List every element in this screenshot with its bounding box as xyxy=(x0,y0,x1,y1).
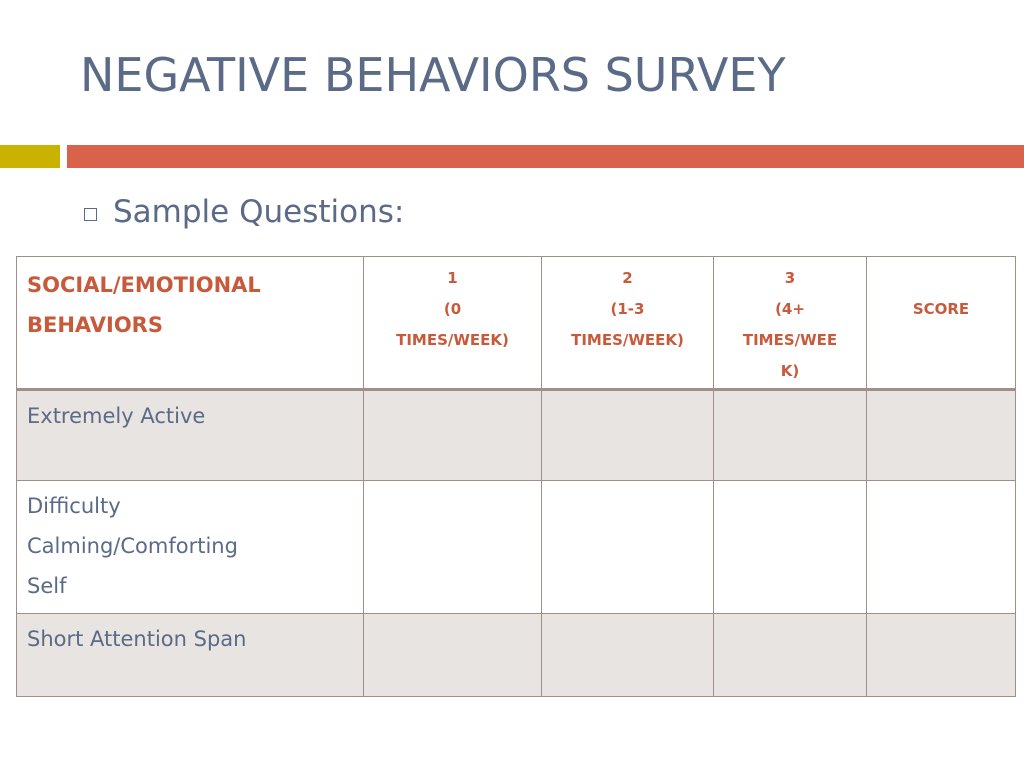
header-col-1: 1 (0 TIMES/WEEK) xyxy=(363,256,542,391)
score-cell-1[interactable] xyxy=(363,389,542,481)
hollow-square-bullet-icon xyxy=(84,207,97,221)
header-col-3-line: K) xyxy=(780,362,800,380)
header-col-2-line: TIMES/WEEK) xyxy=(571,331,684,349)
header-category-line: BEHAVIORS xyxy=(27,313,163,337)
score-cell-3[interactable] xyxy=(713,480,867,614)
score-cell-2[interactable] xyxy=(541,613,714,697)
row-label: Short Attention Span xyxy=(16,613,364,697)
row-label: Extremely Active xyxy=(16,389,364,481)
score-cell-1[interactable] xyxy=(363,613,542,697)
score-cell-2[interactable] xyxy=(541,480,714,614)
table-row: Short Attention Span xyxy=(16,613,1016,697)
score-cell-2[interactable] xyxy=(541,389,714,481)
header-score: SCORE xyxy=(866,256,1016,391)
score-cell-1[interactable] xyxy=(363,480,542,614)
row-label-line: Extremely Active xyxy=(27,404,206,428)
header-col-2-line: 2 xyxy=(622,269,633,287)
header-category-line: SOCIAL/EMOTIONAL xyxy=(27,273,261,297)
header-col-3: 3 (4+ TIMES/WEE K) xyxy=(713,256,867,391)
header-col-2: 2 (1-3 TIMES/WEEK) xyxy=(541,256,714,391)
row-label-line: Short Attention Span xyxy=(27,627,247,651)
header-col-1-line: TIMES/WEEK) xyxy=(396,331,509,349)
table-row: Extremely Active xyxy=(16,389,1016,481)
score-cell-total[interactable] xyxy=(866,480,1016,614)
bullet-text: Sample Questions: xyxy=(113,194,405,230)
survey-table: SOCIAL/EMOTIONAL BEHAVIORS 1 (0 TIMES/WE… xyxy=(16,256,1016,697)
header-col-3-line: 3 xyxy=(784,269,796,287)
score-cell-3[interactable] xyxy=(713,389,867,481)
header-col-3-line: TIMES/WEE xyxy=(742,331,838,349)
row-label: Difficulty Calming/Comforting Self xyxy=(16,480,364,614)
header-col-3-line: (4+ xyxy=(775,300,805,318)
table-header-row: SOCIAL/EMOTIONAL BEHAVIORS 1 (0 TIMES/WE… xyxy=(16,256,1016,391)
bullet-item: Sample Questions: xyxy=(84,194,404,230)
score-cell-total[interactable] xyxy=(866,613,1016,697)
score-cell-total[interactable] xyxy=(866,389,1016,481)
header-col-1-line: (0 xyxy=(443,300,462,318)
accent-bar-gold xyxy=(0,145,60,168)
header-col-2-line: (1-3 xyxy=(610,300,645,318)
header-col-1-line: 1 xyxy=(447,269,458,287)
row-label-line: Calming/Comforting xyxy=(27,534,238,558)
score-cell-3[interactable] xyxy=(713,613,867,697)
row-label-line: Difficulty xyxy=(27,494,121,518)
row-label-line: Self xyxy=(27,574,67,598)
table-row: Difficulty Calming/Comforting Self xyxy=(16,480,1016,614)
header-category: SOCIAL/EMOTIONAL BEHAVIORS xyxy=(16,256,364,391)
slide-title: NEGATIVE BEHAVIORS SURVEY xyxy=(80,48,786,102)
header-score-label: SCORE xyxy=(912,300,970,318)
accent-bar-orange xyxy=(67,145,1024,168)
